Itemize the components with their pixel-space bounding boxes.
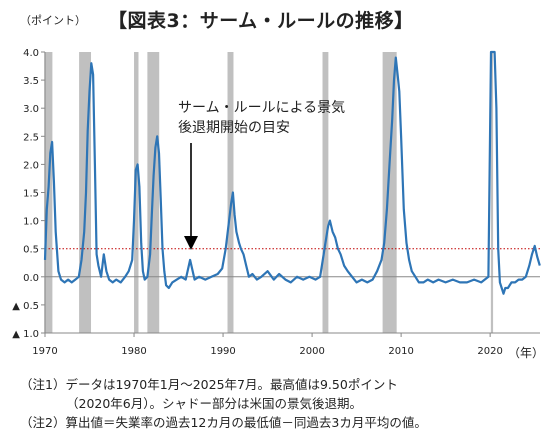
- footnote-1: （注1）データは1970年1月～2025年7月。最高値は9.50ポイント: [20, 377, 398, 392]
- footnote-2: （注2）算出値＝失業率の過去12カ月の最低値－同過去3カ月平均の値。: [20, 415, 427, 430]
- x-tick-label: 2010: [388, 346, 413, 357]
- tick-labels: 4.0 3.5 3.0 2.5 2.0 1.5 1.0 0.5 0.0 ▲ 0.5 ▲ 1.0 197…: [12, 48, 503, 357]
- x-axis-unit-label: （年）: [508, 346, 545, 360]
- y-axis-unit-label: （ポイント）: [20, 14, 86, 27]
- series-line-group: [43, 50, 541, 295]
- recession-band: [490, 52, 494, 333]
- y-tick-label: 3.0: [23, 104, 39, 115]
- annotation-arrow: [184, 143, 198, 250]
- recession-band: [322, 52, 329, 333]
- series-line: [43, 50, 541, 295]
- x-tick-label: 1980: [121, 346, 146, 357]
- line-chart: 4.0 3.5 3.0 2.5 2.0 1.5 1.0 0.5 0.0 ▲ 0.5 ▲ 1.0 197…: [12, 48, 541, 357]
- recession-shading: [44, 52, 494, 333]
- y-tick-label: 3.5: [23, 76, 39, 87]
- annotation-line-1: サーム・ルールによる景気: [178, 100, 346, 116]
- recession-band: [227, 52, 234, 333]
- x-tick-label: 2000: [299, 346, 324, 357]
- y-tick-label: 0.0: [23, 273, 39, 284]
- annotation-text: サーム・ルールによる景気 後退期開始の目安: [178, 98, 345, 138]
- axes: [41, 51, 540, 337]
- annotation-arrow-head: [184, 236, 198, 250]
- y-tick-label: 1.0: [23, 217, 39, 228]
- footnote-1-continued: （2020年6月）。シャドー部分は米国の景気後退期。: [66, 396, 363, 411]
- annotation-line-2: 後退期開始の目安: [178, 120, 290, 136]
- y-tick-label: 0.5: [23, 245, 39, 256]
- y-tick-label: ▲ 1.0: [12, 329, 39, 340]
- recession-band: [134, 52, 139, 333]
- y-tick-label: 4.0: [23, 48, 39, 59]
- x-tick-label: 1990: [210, 346, 235, 357]
- y-tick-label: 2.5: [23, 132, 39, 143]
- y-tick-label: 1.5: [23, 189, 39, 200]
- chart-title: 【図表3：サーム・ルールの推移】: [108, 10, 414, 32]
- recession-band: [382, 52, 397, 333]
- x-tick-label: 1970: [32, 346, 57, 357]
- y-tick-label: ▲ 0.5: [12, 301, 39, 312]
- y-tick-label: 2.0: [23, 160, 39, 171]
- x-tick-label: 2020: [477, 346, 502, 357]
